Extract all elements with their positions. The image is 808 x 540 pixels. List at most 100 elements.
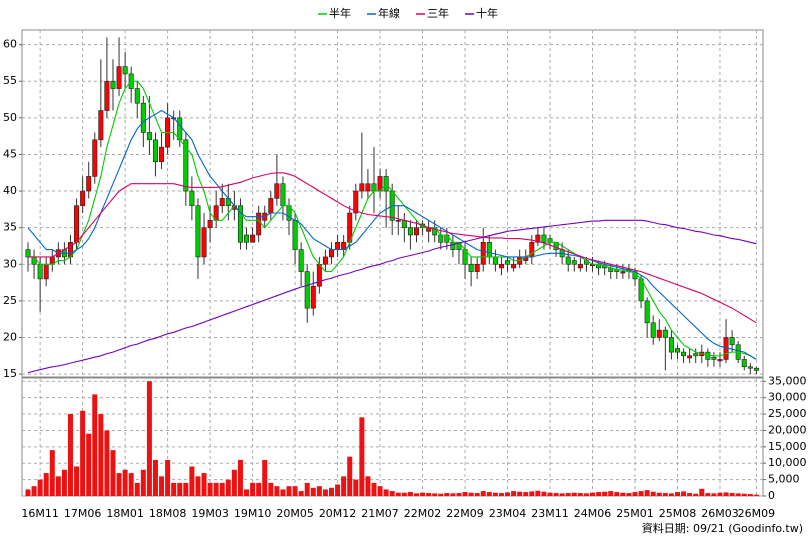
volume-bar <box>553 493 559 496</box>
x-tick-label: 24M06 <box>574 507 612 520</box>
y-tick-label: 15 <box>3 367 17 380</box>
y2-tick-label: 10,000 <box>768 456 807 469</box>
volume-bar <box>92 394 98 496</box>
candle-body <box>280 183 286 206</box>
candle-body <box>413 227 419 236</box>
x-tick-label: 25M01 <box>616 507 654 520</box>
x-tick-label: 18M08 <box>149 507 187 520</box>
volume-bar <box>25 489 31 496</box>
moving-average-line <box>28 80 757 360</box>
y2-tick-label: 5,000 <box>768 473 800 486</box>
volume-bar <box>505 492 511 496</box>
candle-body <box>207 220 213 228</box>
volume-bar <box>614 492 620 496</box>
volume-bar <box>480 491 486 496</box>
volume-bar <box>741 493 747 496</box>
y-tick-label: 50 <box>3 111 17 124</box>
volume-bar <box>177 482 183 496</box>
candle-body <box>505 260 511 265</box>
volume-bar <box>286 486 292 496</box>
volume-bar <box>486 492 492 496</box>
x-tick-label: 16M11 <box>21 507 59 520</box>
volume-bar <box>420 492 426 496</box>
candle-body <box>511 263 517 269</box>
x-tick-label: 18M01 <box>106 507 144 520</box>
legend-label: 年線 <box>378 6 400 20</box>
volume-bar <box>304 482 310 496</box>
candle-body <box>195 205 201 258</box>
volume-bar <box>662 493 668 496</box>
volume-bar <box>329 487 334 496</box>
candle-body <box>650 322 656 338</box>
legend-label: 半年 <box>329 6 351 20</box>
candle-body <box>565 256 571 265</box>
volume-bar <box>159 476 165 496</box>
volume-bar <box>74 466 80 496</box>
volume-bar <box>577 493 583 496</box>
volume-bar <box>171 482 177 496</box>
volume-bar <box>183 482 189 496</box>
candle-body <box>486 241 492 258</box>
candle-body <box>86 176 92 192</box>
volume-bar <box>389 491 395 496</box>
candle-body <box>353 190 359 214</box>
volume-bar <box>644 490 650 496</box>
candle-body <box>177 117 183 141</box>
volume-bar <box>590 492 596 496</box>
volume-bar <box>668 493 674 496</box>
candle-body <box>74 205 80 243</box>
y2-tick-label: 30,000 <box>768 391 807 404</box>
y-tick-label: 20 <box>3 330 17 343</box>
price-frame <box>21 29 764 378</box>
candle-body <box>237 205 243 243</box>
volume-bar <box>523 492 529 496</box>
candle-body <box>571 260 577 265</box>
candle-body <box>159 146 165 163</box>
volume-bar <box>735 493 741 496</box>
candle-body <box>219 198 225 206</box>
volume-bar <box>237 459 243 496</box>
volume-bar <box>547 492 553 496</box>
candle-body <box>43 263 49 280</box>
y-tick-label: 60 <box>3 38 17 51</box>
volume-bar <box>152 459 158 496</box>
candle-body <box>395 220 401 222</box>
volume-bar <box>274 486 280 496</box>
candle-body <box>104 80 110 111</box>
y-tick-label: 30 <box>3 257 17 270</box>
volume-bar <box>49 450 55 496</box>
y2-tick-label: 20,000 <box>768 423 807 436</box>
legend: 半年 年線 三年 十年 <box>318 6 498 20</box>
candle-body <box>122 66 128 75</box>
volume-bar <box>517 491 523 496</box>
volume-bar <box>723 492 729 496</box>
volume-bar <box>620 492 626 496</box>
candle-body <box>310 285 316 309</box>
volume-bar <box>80 410 86 496</box>
volume-bar <box>444 493 450 496</box>
candle-body <box>577 263 583 269</box>
volume-bar <box>195 476 201 496</box>
volume-bar <box>608 491 614 496</box>
candle-body <box>674 348 680 353</box>
volume-bar <box>201 473 207 496</box>
candle-body <box>256 212 262 236</box>
volume-bar <box>262 459 268 496</box>
candle-body <box>498 263 504 269</box>
candle-body <box>668 337 674 353</box>
volume-bar <box>31 486 37 496</box>
candle-body <box>480 241 486 265</box>
candle-body <box>711 356 717 360</box>
volume-bar <box>529 491 535 496</box>
volume-bar <box>335 484 341 496</box>
volume-bar <box>365 476 371 496</box>
candle-body <box>328 249 334 258</box>
candle-body <box>335 241 341 250</box>
volume-bar <box>699 488 705 496</box>
volume-bar <box>711 493 717 496</box>
candle-body <box>450 241 456 250</box>
volume-bar <box>116 473 122 496</box>
volume-bar <box>310 487 316 496</box>
x-tick-label: 26M03 <box>701 507 739 520</box>
volume-bar <box>213 482 219 496</box>
